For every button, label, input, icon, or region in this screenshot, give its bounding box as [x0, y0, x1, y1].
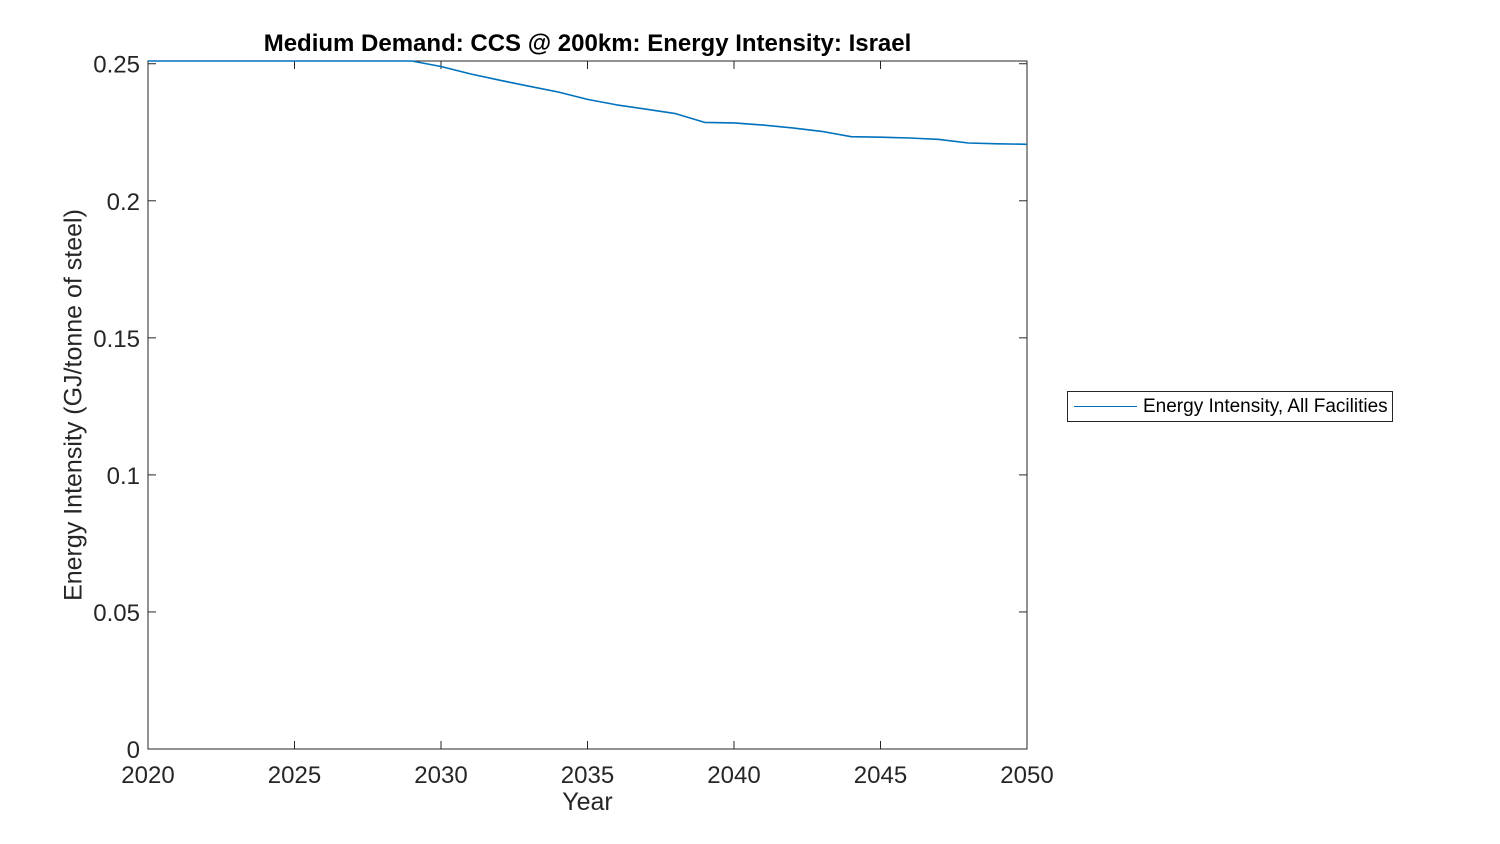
x-tick-label: 2050: [1000, 762, 1053, 789]
y-tick-label: 0.2: [107, 189, 140, 216]
y-tick-label: 0.05: [93, 600, 140, 627]
y-tick-label: 0.1: [107, 463, 140, 490]
legend: Energy Intensity, All Facilities: [1067, 391, 1393, 422]
legend-line-sample-icon: [1074, 406, 1137, 407]
x-tick-label: 2025: [268, 762, 321, 789]
x-tick-label: 2035: [561, 762, 614, 789]
energy-intensity-line: [148, 60, 1028, 146]
x-tick-label: 2040: [707, 762, 760, 789]
x-axis-label: Year: [562, 788, 613, 816]
y-tick-label: 0.15: [93, 326, 140, 353]
x-tick-label: 2045: [854, 762, 907, 789]
legend-entry-label: Energy Intensity, All Facilities: [1143, 395, 1388, 417]
y-tick-label: 0: [127, 737, 140, 764]
axes-box: [147, 60, 1028, 750]
chart-title: Medium Demand: CCS @ 200km: Energy Inten…: [263, 30, 912, 57]
x-tick-label: 2020: [121, 762, 174, 789]
y-tick-label: 0.25: [93, 52, 140, 79]
x-tick-label: 2030: [414, 762, 467, 789]
y-axis-label: Energy Intensity (GJ/tonne of steel): [59, 209, 88, 601]
